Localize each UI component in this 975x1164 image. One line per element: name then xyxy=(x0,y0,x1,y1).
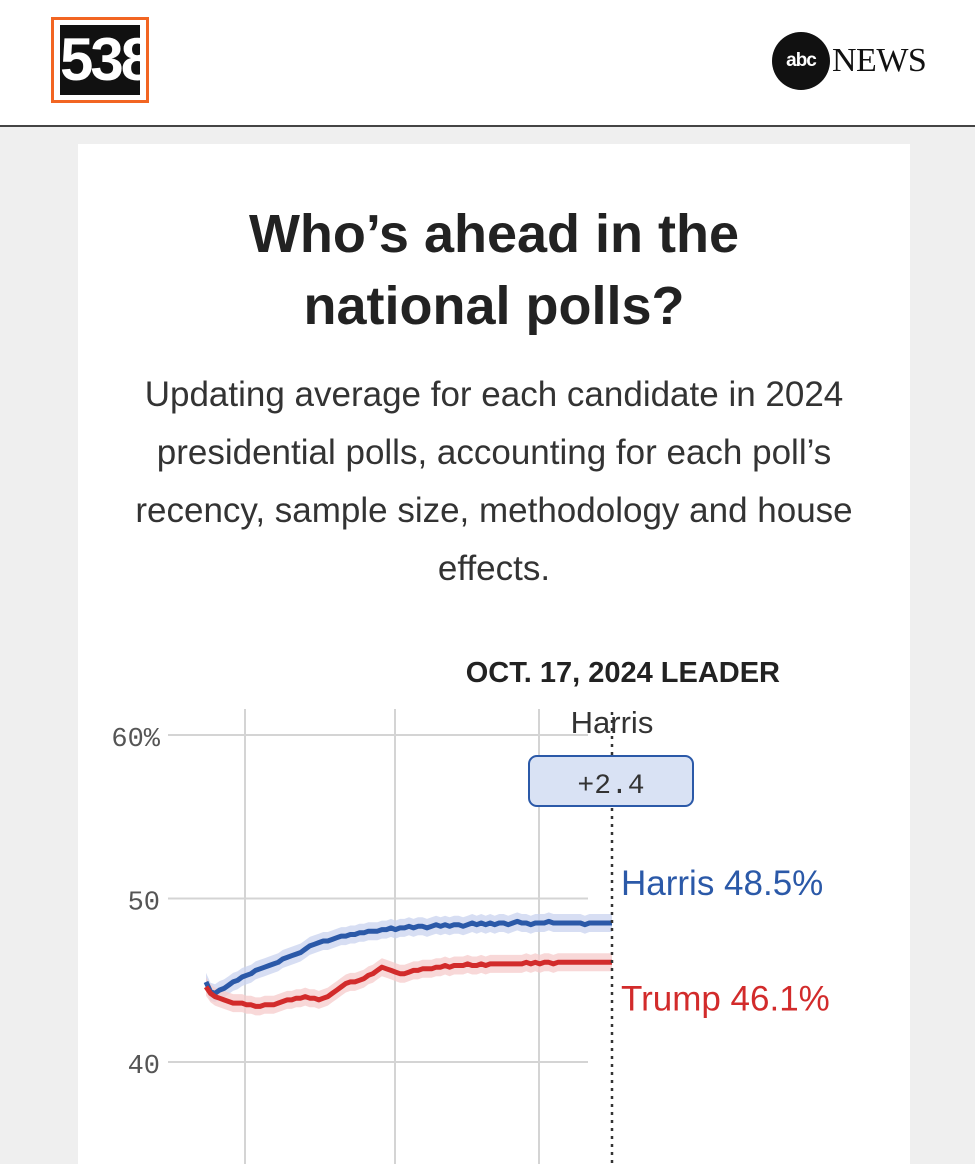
leader-margin-box xyxy=(528,755,694,807)
y-tick-label: 40 xyxy=(128,1052,160,1082)
card-subtitle: Updating average for each candidate in 2… xyxy=(135,375,853,588)
leader-name: Harris xyxy=(571,705,654,740)
poll-average-chart: 60% 50 40 OCT. 17, 2024 LEADER Harris +2.4 Har… xyxy=(111,657,830,1164)
leader-heading: OCT. 17, 2024 LEADER xyxy=(466,657,780,689)
card-title-line-2: national polls? xyxy=(303,276,685,336)
card-title-line-1: Who’s ahead in the xyxy=(248,204,740,264)
harris-end-label: Harris 48.5% xyxy=(621,864,823,903)
y-tick-label: 50 xyxy=(128,889,160,919)
trump-end-label: Trump 46.1% xyxy=(621,979,830,1018)
harris-line xyxy=(203,918,612,996)
card-title: Who’s ahead in the national polls? xyxy=(78,198,910,342)
leader-margin-value: +2.4 xyxy=(577,771,644,802)
abc-logo-news-text: NEWS xyxy=(832,42,927,79)
y-tick-label: 60% xyxy=(111,725,160,755)
538-logo-text: 538 xyxy=(60,25,140,95)
trump-line xyxy=(203,959,612,1009)
poll-card: Who’s ahead in the national polls? Updat… xyxy=(78,144,910,1164)
top-bar: 538 abc NEWS xyxy=(0,0,975,127)
538-logo[interactable]: 538 xyxy=(51,17,149,103)
abc-logo-badge: abc xyxy=(772,32,830,90)
abc-news-logo[interactable]: abc NEWS xyxy=(772,32,927,90)
